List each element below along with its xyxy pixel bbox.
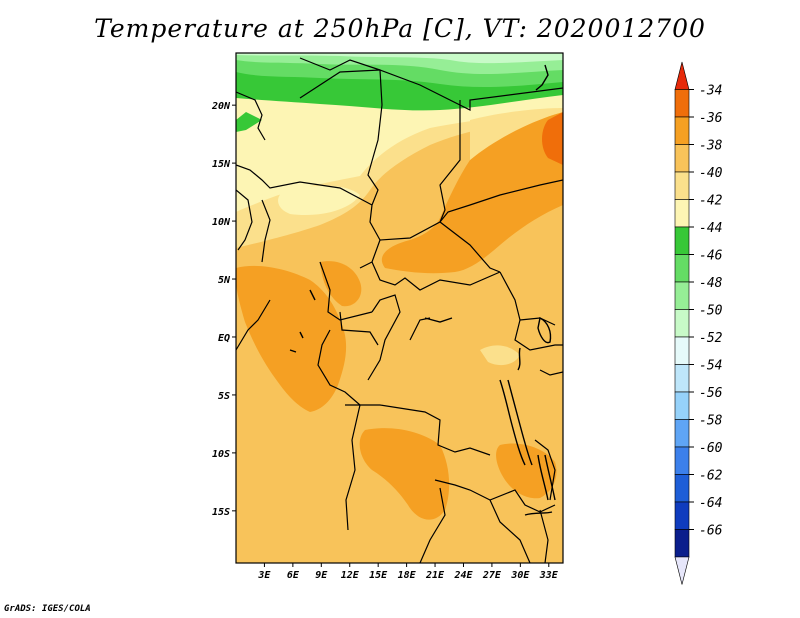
colorbar-swatch — [674, 446, 690, 475]
lon-label: 3E — [257, 570, 271, 581]
lon-label: 12E — [341, 570, 360, 581]
lon-label: 6E — [287, 570, 300, 581]
colorbar-swatch — [674, 226, 690, 255]
colorbar-label: -34 — [699, 84, 722, 99]
lon-label: 21E — [425, 570, 445, 581]
lat-label: 20N — [211, 101, 231, 112]
colorbar-swatch — [674, 501, 690, 530]
colorbar-label: -64 — [699, 496, 722, 511]
lon-label: 18E — [398, 570, 417, 581]
map-axes: 20N 15N 10N 5N EQ 5S 10S 15S 3E 6E 9E 12E 15E 18E 21E 2… — [211, 101, 559, 581]
colorbar-label: -62 — [699, 469, 723, 484]
lat-label: 10N — [212, 217, 231, 228]
colorbar-label: -42 — [699, 194, 723, 209]
colorbar-swatch — [674, 309, 690, 338]
colorbar-label: -58 — [699, 414, 723, 429]
colorbar-cap-top — [674, 61, 690, 90]
colorbar-swatch — [674, 364, 690, 393]
lon-label: 9E — [315, 570, 328, 581]
colorbar-swatch — [674, 474, 690, 503]
lat-label: 5N — [218, 275, 231, 286]
colorbar-label: -40 — [699, 166, 723, 181]
lat-label: 15S — [212, 507, 230, 518]
colorbar-cap-bottom — [674, 556, 690, 585]
colorbar-label: -66 — [699, 524, 723, 539]
lat-label: EQ — [218, 333, 230, 344]
colorbar-swatch — [674, 336, 690, 365]
colorbar-label: -48 — [699, 276, 723, 291]
colorbar-label: -52 — [699, 331, 723, 346]
lat-label: 5S — [218, 391, 230, 402]
map-title: Temperature at 250hPa [C], VT: 202001270… — [94, 14, 706, 43]
colorbar-label: -46 — [699, 249, 723, 264]
colorbar-label: -44 — [699, 221, 722, 236]
colorbar-label: -50 — [699, 304, 723, 319]
temperature-field — [236, 53, 563, 563]
lon-label: 30E — [510, 570, 530, 581]
country-borders — [236, 57, 563, 563]
lon-label: 27E — [482, 570, 502, 581]
colorbar: -34 -36 -38 -40 -42 -44 -46 -48 -50 -52 -54 -56 -58 -… — [674, 61, 723, 585]
colorbar-swatch — [674, 89, 690, 118]
colorbar-swatch — [674, 199, 690, 228]
colorbar-label: -56 — [699, 386, 723, 401]
colorbar-label: -36 — [699, 111, 723, 126]
lakes-coastline — [289, 64, 556, 516]
lat-label: 15N — [212, 159, 231, 170]
colorbar-swatch — [674, 171, 690, 200]
colorbar-label: -38 — [699, 139, 723, 154]
lon-label: 24E — [453, 570, 473, 581]
colorbar-label: -60 — [699, 441, 723, 456]
colorbar-swatch — [674, 391, 690, 420]
colorbar-swatch — [674, 144, 690, 173]
colorbar-swatch — [674, 254, 690, 283]
grads-credit: GrADS: IGES/COLA — [4, 604, 91, 614]
map-frame — [235, 52, 564, 564]
lon-label: 15E — [369, 570, 388, 581]
colorbar-swatch — [674, 116, 690, 145]
lat-label: 10S — [212, 449, 230, 460]
colorbar-swatch — [674, 529, 690, 558]
colorbar-swatch — [674, 419, 690, 448]
colorbar-label: -54 — [699, 359, 722, 374]
lon-label: 33E — [539, 570, 559, 581]
colorbar-swatch — [674, 281, 690, 310]
